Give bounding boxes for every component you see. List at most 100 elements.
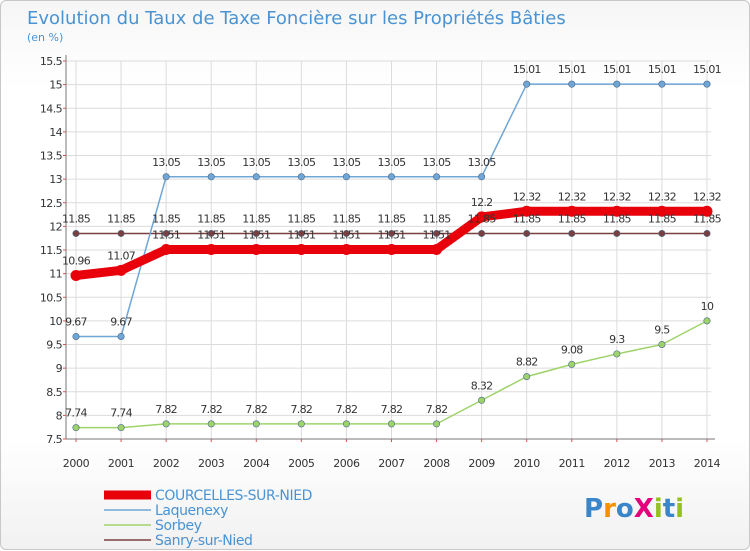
data-point: [160, 244, 172, 256]
data-point: [433, 420, 441, 428]
data-point: [523, 229, 531, 237]
data-label: 11.85: [332, 212, 361, 225]
data-point: [613, 350, 621, 358]
x-tick-label: 2006: [333, 457, 360, 470]
data-point: [523, 373, 531, 381]
data-point: [297, 420, 305, 428]
data-label: 13.05: [468, 156, 497, 169]
y-tick-label: 11.5: [40, 244, 63, 257]
data-label: 13.05: [423, 156, 452, 169]
data-point: [297, 229, 305, 237]
logo-letter: r: [603, 494, 616, 524]
data-label: 15.01: [558, 63, 586, 76]
data-point: [385, 244, 397, 256]
data-label: 8.82: [516, 356, 538, 369]
x-tick-label: 2012: [604, 457, 630, 470]
data-label: 15.01: [648, 63, 676, 76]
data-label: 9.08: [561, 343, 583, 356]
data-label: 12.2: [471, 196, 493, 209]
data-label: 11.51: [197, 229, 225, 242]
y-tick-label: 14.5: [40, 102, 63, 115]
x-tick-label: 2001: [108, 457, 134, 470]
data-label: 7.74: [110, 407, 132, 420]
logo-letter: t: [663, 494, 675, 524]
data-label: 12.32: [648, 190, 676, 203]
x-tick-label: 2010: [513, 457, 540, 470]
x-tick-label: 2008: [423, 457, 450, 470]
data-label: 11.85: [62, 212, 91, 225]
data-point: [431, 244, 443, 256]
data-point: [162, 229, 170, 237]
data-point: [701, 205, 713, 217]
data-label: 15.01: [513, 63, 541, 76]
y-tick-label: 10.5: [40, 291, 63, 304]
data-point: [566, 205, 578, 217]
y-tick-label: 15: [49, 79, 62, 92]
data-point: [433, 173, 441, 181]
y-tick-label: 9.5: [46, 339, 62, 352]
y-tick-label: 7.5: [46, 433, 62, 446]
data-label: 13.05: [287, 156, 316, 169]
data-point: [297, 173, 305, 181]
data-label: 7.82: [200, 403, 222, 416]
data-label: 12.32: [558, 190, 586, 203]
legend-label: Sanry-sur-Nied: [155, 533, 253, 549]
x-tick-label: 2014: [694, 457, 721, 470]
data-label: 11.51: [377, 229, 405, 242]
data-point: [476, 211, 488, 223]
data-labels: 11.85 11.85 11.85 11.85 11.85 11.85 11.85 11.85…: [62, 63, 722, 420]
y-tick-label: 13.5: [40, 150, 63, 163]
data-label: 7.82: [381, 403, 403, 416]
legend: COURCELLES-SUR-NIEDLaquenexySorbeySanry-…: [104, 488, 312, 549]
data-point: [115, 264, 127, 276]
y-tick-label: 8.5: [46, 386, 62, 399]
logo-letter: i: [675, 494, 684, 524]
logo-letter: P: [584, 494, 603, 524]
x-tick-label: 2002: [153, 457, 179, 470]
y-tick-label: 8: [56, 409, 63, 422]
data-label: 11.85: [423, 212, 452, 225]
data-point: [340, 244, 352, 256]
data-label: 13.05: [152, 156, 181, 169]
data-label: 11.85: [603, 212, 632, 225]
data-point: [521, 205, 533, 217]
data-point: [658, 340, 666, 348]
data-point: [117, 332, 125, 340]
logo-letter: o: [616, 494, 634, 524]
data-point: [252, 420, 260, 428]
data-label: 13.05: [332, 156, 361, 169]
data-point: [523, 80, 531, 88]
x-tick-label: 2013: [649, 457, 676, 470]
data-label: 15.01: [603, 63, 631, 76]
data-label: 11.51: [423, 229, 451, 242]
logo-letter: X: [634, 494, 654, 524]
data-label: 12.32: [603, 190, 631, 203]
data-point: [703, 317, 711, 325]
x-tick-label: 2011: [559, 457, 585, 470]
data-label: 7.82: [336, 403, 358, 416]
y-tick-label: 14: [49, 126, 62, 139]
data-label: 7.74: [65, 407, 87, 420]
data-point: [613, 80, 621, 88]
data-label: 7.82: [290, 403, 312, 416]
data-point: [205, 244, 217, 256]
data-point: [342, 420, 350, 428]
data-label: 11.85: [197, 212, 226, 225]
data-point: [70, 270, 82, 282]
data-label: 11.85: [648, 212, 677, 225]
x-tick-label: 2004: [243, 457, 270, 470]
series-lines: [70, 80, 713, 432]
data-point: [703, 80, 711, 88]
data-point: [568, 360, 576, 368]
data-point: [658, 80, 666, 88]
data-point: [252, 229, 260, 237]
data-point: [250, 244, 262, 256]
data-label: 11.07: [107, 249, 136, 262]
data-point: [207, 229, 215, 237]
logo-letter: i: [654, 494, 663, 524]
data-point: [295, 244, 307, 256]
data-label: 11.85: [558, 212, 587, 225]
data-point: [478, 396, 486, 404]
data-point: [478, 229, 486, 237]
